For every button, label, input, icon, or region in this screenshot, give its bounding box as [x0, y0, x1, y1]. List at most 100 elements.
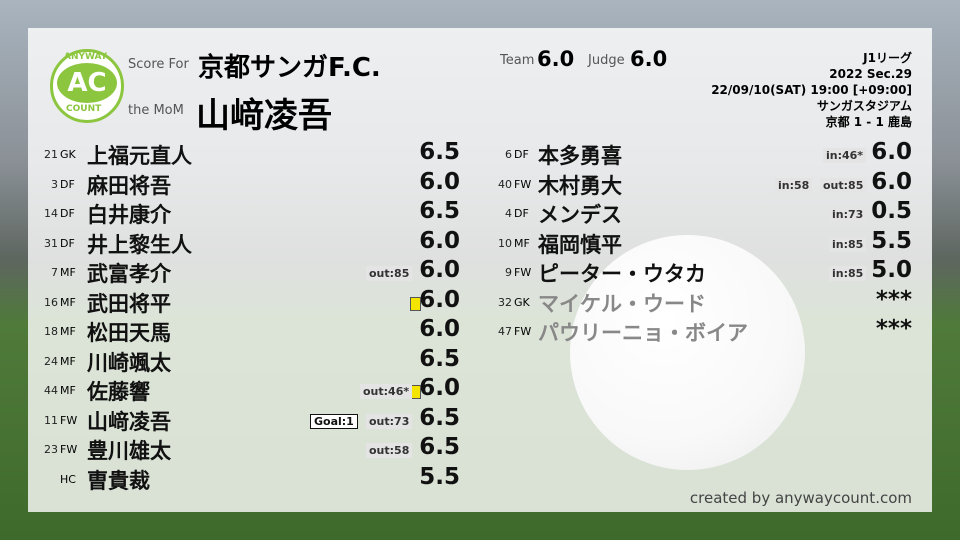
team: 京都サンガF.C.	[198, 53, 381, 83]
player-number: 24	[44, 354, 58, 368]
player-position: DF	[60, 177, 75, 191]
player-name: 井上黎生人	[87, 232, 192, 257]
player-number: 32	[498, 295, 512, 309]
round: 2022 Sec.29	[829, 67, 912, 81]
player-number: 21	[44, 148, 58, 161]
footer: created by anywaycount.com	[689, 489, 912, 507]
substitution: out:73	[366, 413, 413, 429]
player-name: 麻田将吾	[87, 173, 171, 198]
player-score: ***	[875, 316, 912, 342]
player-score: 6.0	[419, 257, 460, 283]
player-name: パウリーニョ・ボイア	[538, 321, 748, 345]
player-number: 7	[51, 266, 58, 279]
player-position: FW	[60, 443, 78, 456]
player-number: 44	[44, 384, 58, 397]
player-score: 6.0	[419, 316, 460, 342]
panel	[28, 28, 932, 512]
player-number: 47	[498, 325, 512, 338]
substitution: out:46*	[360, 384, 413, 399]
player-name: 木村勇大	[538, 173, 622, 198]
player-score: 6.0	[871, 139, 912, 165]
player-position: FW	[514, 266, 532, 279]
yellow-card	[410, 296, 421, 311]
league: J1リーグ	[863, 51, 912, 65]
player-number: 6	[505, 148, 512, 161]
player-number: 9	[505, 266, 512, 279]
player-number: 23	[44, 443, 58, 456]
player-score: 6.5	[419, 139, 460, 165]
player-name: 上福元直人	[87, 144, 192, 168]
player-number: 31	[44, 236, 58, 250]
substitution: in:46*	[823, 148, 867, 163]
goal: Goal:1	[310, 413, 358, 429]
player-score: 6.5	[419, 198, 460, 224]
player-number: 18	[44, 325, 58, 338]
substitution: in:73	[829, 207, 867, 222]
player-number: 11	[44, 413, 58, 427]
player-name: 山﨑凌吾	[87, 409, 171, 434]
label: Team	[500, 53, 535, 68]
player-name: 白井康介	[87, 203, 171, 227]
player-name: 武田将平	[87, 291, 171, 316]
player-position: DF	[60, 207, 75, 220]
player-position: MF	[514, 236, 530, 250]
player-score: 0.5	[871, 198, 912, 224]
judge-score: 6.0	[630, 47, 668, 71]
substitution: out:85	[820, 177, 867, 193]
player-score: 5.5	[419, 463, 460, 490]
player-position: MF	[60, 266, 76, 279]
player-position: FW	[60, 413, 78, 427]
logo-bottom: COUNT	[66, 104, 102, 114]
substitution: in:85	[829, 236, 867, 252]
venue: サンガスタジアム	[816, 99, 912, 113]
player-score: 6.5	[419, 404, 460, 431]
player-score: 6.0	[419, 227, 460, 254]
substitution: in:58	[775, 177, 813, 193]
mom: 山﨑凌吾	[196, 96, 332, 136]
player-position: MF	[60, 384, 76, 397]
player-name: マイケル・ウード	[538, 291, 706, 316]
player-number: 4	[505, 207, 512, 220]
player-position: GK	[514, 295, 530, 309]
player-position: DF	[514, 148, 529, 161]
player-score: ***	[875, 286, 912, 313]
label: Score For	[128, 57, 189, 72]
logo-top: ANYWAY	[64, 52, 108, 62]
player-position: HC	[60, 472, 76, 486]
player-number: 40	[498, 177, 512, 191]
player-score: 6.5	[419, 434, 460, 460]
substitution: out:58	[366, 443, 413, 458]
datetime: 22/09/10(SAT) 19:00 [+09:00]	[711, 83, 912, 97]
logo-mid: AC	[57, 63, 117, 103]
player-position: DF	[60, 236, 75, 250]
player-position: MF	[60, 295, 76, 309]
player-name: 豊川雄太	[87, 439, 171, 463]
player-position: DF	[514, 207, 529, 220]
player-score: 6.5	[419, 345, 460, 372]
substitution: out:85	[366, 266, 413, 281]
player-name: 本多勇喜	[538, 144, 622, 168]
player-score: 5.5	[871, 227, 912, 254]
player-position: FW	[514, 177, 532, 191]
player-number: 16	[44, 295, 58, 309]
substitution: in:85	[829, 266, 867, 281]
player-number: 14	[44, 207, 58, 220]
team-score: 6.0	[537, 47, 575, 71]
player-score: 5.0	[871, 257, 912, 283]
player-name: 武富孝介	[87, 262, 171, 286]
player-score: 6.0	[419, 375, 460, 401]
player-position: MF	[60, 325, 76, 338]
player-position: GK	[60, 148, 76, 161]
player-name: 佐藤響	[87, 380, 150, 404]
player-number: 10	[498, 236, 512, 250]
player-name: ピーター・ウタカ	[538, 262, 706, 286]
label: the MoM	[128, 103, 184, 118]
label: Judge	[588, 53, 625, 68]
player-number: 3	[51, 177, 58, 191]
player-score: 6.0	[419, 286, 460, 313]
result: 京都 1 - 1 鹿島	[825, 115, 912, 129]
player-name: 川崎颯太	[87, 350, 171, 375]
player-position: MF	[60, 354, 76, 368]
player-score: 6.0	[419, 168, 460, 195]
